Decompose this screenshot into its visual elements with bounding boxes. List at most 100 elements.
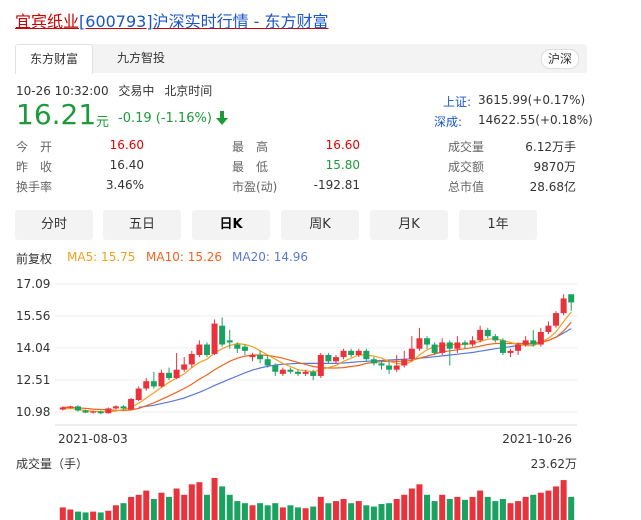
period-button-5day[interactable]: 五日 <box>103 210 181 240</box>
volume-bar <box>317 496 324 520</box>
candle-body <box>378 363 385 366</box>
candle-body <box>112 406 119 409</box>
volume-bar <box>310 506 317 520</box>
stat-value: 16.60 <box>109 138 144 152</box>
volume-bar <box>408 488 415 520</box>
volume-bar <box>150 499 157 520</box>
volume-bar <box>401 494 408 520</box>
tab-eastmoney[interactable]: 东方财富 <box>15 44 93 74</box>
candle-body <box>545 325 552 332</box>
page-title[interactable]: 宜宾纸业[600793]沪深实时行情 - 东方财富 <box>15 8 329 32</box>
stat-label: 昨 收 <box>16 160 53 174</box>
candle-body <box>461 342 468 345</box>
volume-bar <box>295 507 302 520</box>
candle-body <box>507 350 514 353</box>
candle-body <box>59 407 66 410</box>
quote-time: 10-26 10:32:00 <box>16 84 109 98</box>
stat-value: 6.12万手 <box>525 140 576 154</box>
stock-code[interactable]: [600793] <box>79 12 153 31</box>
volume-bar <box>158 492 165 520</box>
candle-body <box>408 348 415 360</box>
period-button-daily[interactable]: 日K <box>192 210 270 240</box>
candle-body <box>67 406 74 408</box>
volume-bar <box>279 507 286 520</box>
source-tabbar: 东方财富 九方智投 沪深 <box>15 44 587 74</box>
candle-body <box>332 357 339 362</box>
candle-body <box>302 371 309 374</box>
volume-bar <box>431 501 438 520</box>
index-sh[interactable]: 上证: 3615.99(+0.17%) <box>443 93 585 110</box>
price-unit: 元 <box>96 115 110 130</box>
volume-bar <box>332 501 339 520</box>
candle-body <box>166 372 173 379</box>
volume-bar <box>272 503 279 520</box>
index-sz[interactable]: 深成: 14622.55(+0.18%) <box>434 113 593 130</box>
candle-body <box>203 344 210 356</box>
stat-value: -192.81 <box>313 178 360 192</box>
volume-bar <box>560 480 567 520</box>
candle-body <box>317 355 324 376</box>
volume-bar <box>386 503 393 520</box>
candle-body <box>492 336 499 341</box>
stat-value: 28.68亿 <box>529 180 576 194</box>
index-sz-name[interactable]: 深成: <box>434 115 463 129</box>
volume-max-label: 23.62万 <box>531 457 577 471</box>
current-price: 16.21 <box>16 98 97 131</box>
volume-bar <box>219 486 226 520</box>
volume-bar <box>143 490 150 520</box>
volume-bar <box>249 505 256 520</box>
candle-body <box>416 338 423 349</box>
period-button-weekly[interactable]: 周K <box>281 210 359 240</box>
kline-chart[interactable]: 17.09 15.56 14.04 12.51 10.98 2021-08-03 2021-… <box>0 265 641 520</box>
candle-body <box>553 313 560 326</box>
candle-body <box>120 406 127 409</box>
trade-status: 交易中 <box>118 84 155 98</box>
index-sh-value: 3615.99(+0.17%) <box>478 93 586 107</box>
index-sz-value: 14622.55(+0.18%) <box>478 113 593 127</box>
volume-label: 成交量（手） <box>16 456 88 471</box>
period-button-intraday[interactable]: 分时 <box>15 210 93 240</box>
candle-body <box>257 355 264 360</box>
volume-bar <box>461 499 468 520</box>
volume-bar <box>196 482 203 520</box>
volume-bar <box>492 501 499 520</box>
candle-body <box>181 364 188 370</box>
ma10-legend: MA10: 15.26 <box>146 250 223 264</box>
market-badge: 沪深 <box>540 49 579 69</box>
y-tick-label: 10.98 <box>16 405 50 419</box>
volume-bar <box>67 509 74 520</box>
stat-value: 16.60 <box>325 138 360 152</box>
y-tick-label: 15.56 <box>16 309 50 323</box>
period-button-1year[interactable]: 1年 <box>459 210 537 240</box>
candle-body <box>386 365 393 370</box>
candle-body <box>97 411 104 414</box>
candle-body <box>370 359 377 364</box>
tab-jiufang[interactable]: 九方智投 <box>116 51 165 65</box>
candle-body <box>173 369 180 379</box>
candle-body <box>135 388 142 401</box>
timezone-label: 北京时间 <box>164 84 213 98</box>
title-rest[interactable]: 沪深实时行情 - 东方财富 <box>152 12 329 31</box>
candle-body <box>264 359 271 366</box>
volume-bar <box>439 494 446 520</box>
index-sh-name[interactable]: 上证: <box>443 95 472 109</box>
candle-body <box>196 344 203 356</box>
volume-bar <box>112 505 119 520</box>
volume-bar <box>530 494 537 520</box>
candle-body <box>560 298 567 314</box>
candle-body <box>355 350 362 356</box>
stat-label: 最 低 <box>232 160 269 174</box>
candle-body <box>82 410 89 413</box>
period-button-monthly[interactable]: 月K <box>370 210 448 240</box>
volume-bar <box>82 512 89 520</box>
adjust-mode[interactable]: 前复权 <box>16 252 53 266</box>
y-tick-label: 17.09 <box>16 277 50 291</box>
stat-value: 15.80 <box>325 158 360 172</box>
volume-bar <box>241 503 248 520</box>
volume-bar <box>484 496 491 520</box>
stock-name[interactable]: 宜宾纸业 <box>15 12 80 31</box>
candle-body <box>219 325 226 345</box>
volume-bar <box>74 511 81 520</box>
candle-body <box>515 344 522 351</box>
candle-body <box>287 369 294 372</box>
